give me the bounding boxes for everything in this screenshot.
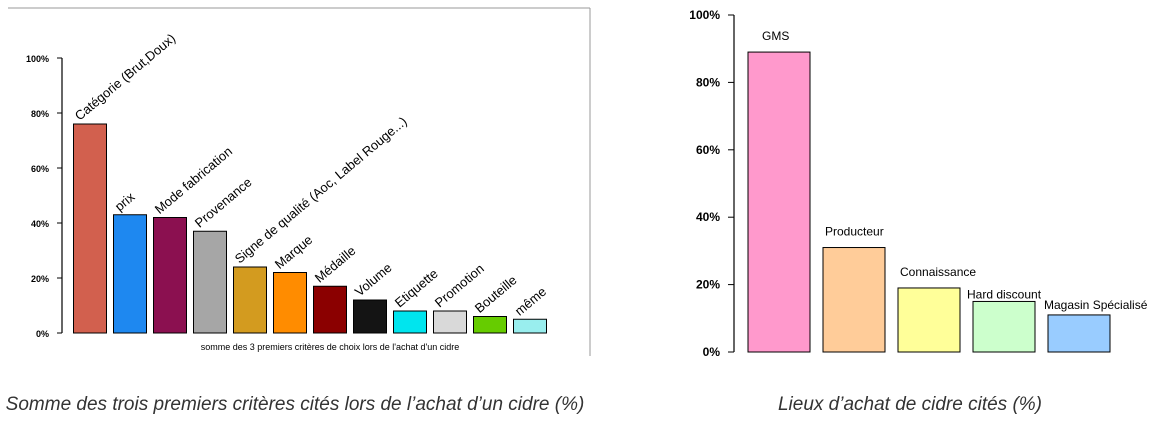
left-bar-chart: 0% 20% 40% 60% 80% 100% Catégorie (Brut,Doux)… xyxy=(8,7,591,356)
right-bar-label: GMS xyxy=(762,29,789,43)
left-bar-label: Catégorie (Brut,Doux) xyxy=(72,31,179,124)
right-bar xyxy=(897,287,961,353)
right-bar xyxy=(1047,314,1111,353)
right-bar xyxy=(822,247,886,353)
left-bar-label: Marque xyxy=(272,232,315,272)
right-bar-label: Hard discount xyxy=(967,287,1042,301)
left-bar xyxy=(113,214,147,334)
right-y-tick-label: 80% xyxy=(696,75,720,89)
right-bar-chart: 0% 20% 40% 60% 80% 100% GMS Producteur Connaiss… xyxy=(689,8,1147,359)
left-bar xyxy=(193,230,227,334)
right-y-tick-label: 0% xyxy=(703,345,721,359)
left-y-tick-label: 20% xyxy=(31,274,49,284)
left-y-tick-label: 80% xyxy=(31,109,49,119)
left-bar xyxy=(433,310,467,334)
left-bar-label: Etiquette xyxy=(392,266,441,310)
left-bar xyxy=(273,272,307,334)
left-y-tick-label: 0% xyxy=(36,329,49,339)
left-y-tick-label: 40% xyxy=(31,219,49,229)
left-y-tick-label: 100% xyxy=(26,54,49,64)
right-y-tick-label: 60% xyxy=(696,143,720,157)
left-bar-label: Médaille xyxy=(312,243,359,286)
left-bar-label: Volume xyxy=(352,260,395,299)
left-bar xyxy=(313,285,347,334)
left-bar-label: même xyxy=(512,284,549,319)
left-bar xyxy=(473,316,507,334)
right-bar-label: Producteur xyxy=(825,225,884,239)
left-bar-label: prix xyxy=(112,189,138,214)
right-bar-label: Connaissance xyxy=(900,265,976,279)
left-bar xyxy=(353,299,387,334)
right-y-tick-label: 100% xyxy=(689,8,720,22)
right-bar xyxy=(972,300,1036,353)
left-y-tick-label: 60% xyxy=(31,164,49,174)
left-bar xyxy=(233,266,267,334)
left-bar-label: Signe de qualité (Aoc, Label Rouge...) xyxy=(232,114,410,267)
right-y-tick-label: 20% xyxy=(696,278,720,292)
left-chart-caption: Somme des trois premiers critères cités … xyxy=(5,394,585,415)
right-bar-label: Magasin Spécialisé xyxy=(1044,298,1148,312)
left-x-axis-label: somme des 3 premiers critères de choix l… xyxy=(201,342,460,352)
right-chart-caption: Lieux d’achat de cidre cités (%) xyxy=(777,394,1042,415)
left-bar xyxy=(153,217,187,334)
left-bar xyxy=(73,123,107,334)
right-y-tick-label: 40% xyxy=(696,210,720,224)
right-bar xyxy=(747,51,811,353)
left-bar xyxy=(513,318,547,334)
left-bar xyxy=(393,310,427,334)
